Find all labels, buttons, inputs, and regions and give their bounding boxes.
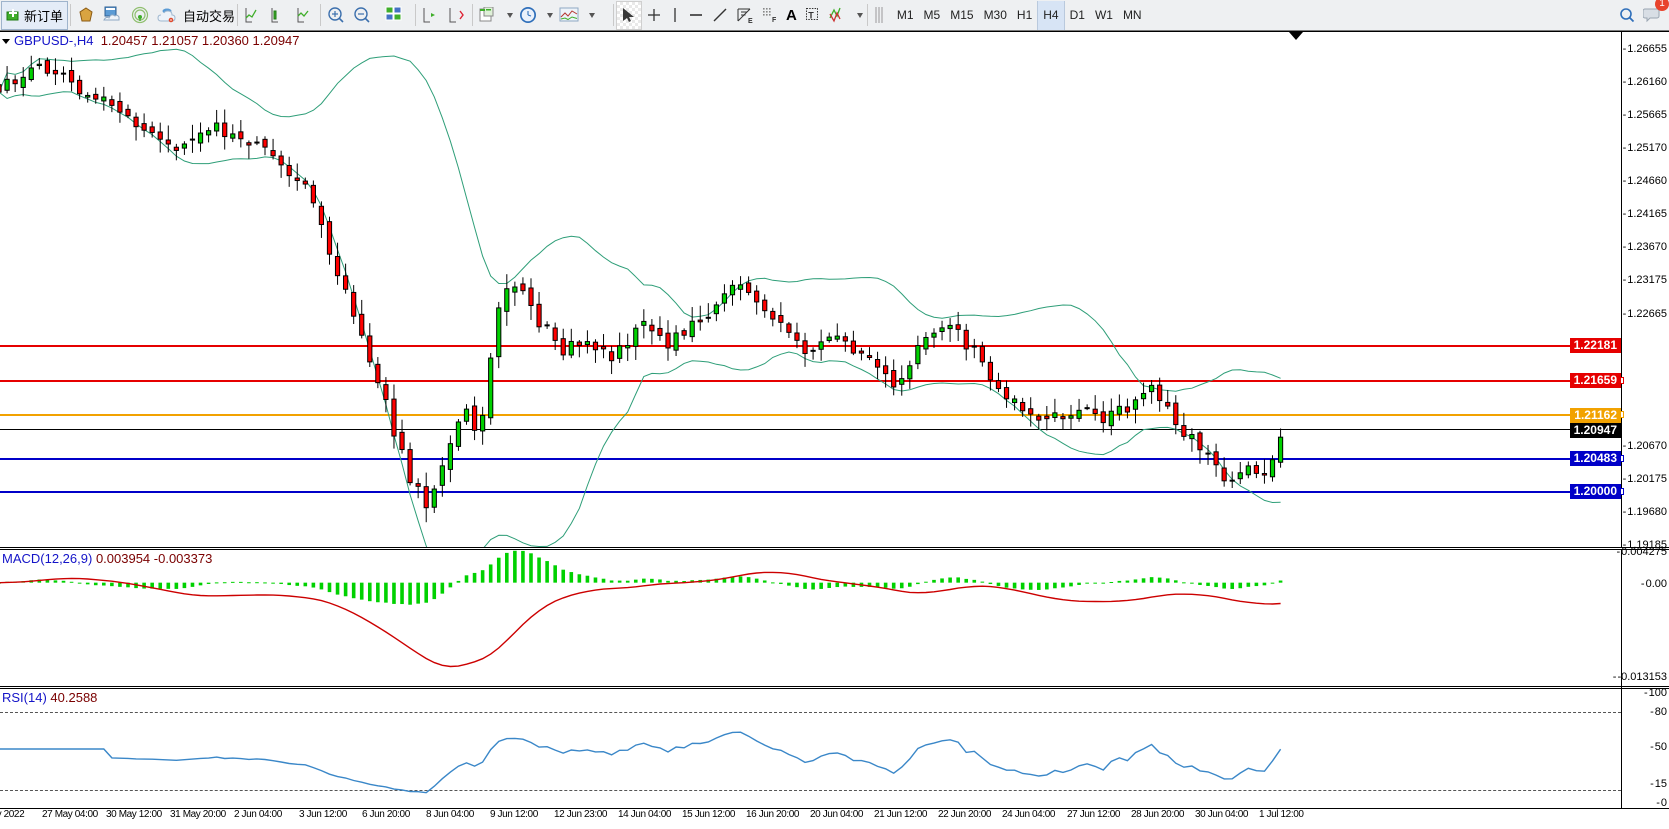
- svg-text:F: F: [772, 17, 777, 23]
- svg-text:E: E: [748, 18, 753, 23]
- svg-text:T: T: [808, 11, 814, 21]
